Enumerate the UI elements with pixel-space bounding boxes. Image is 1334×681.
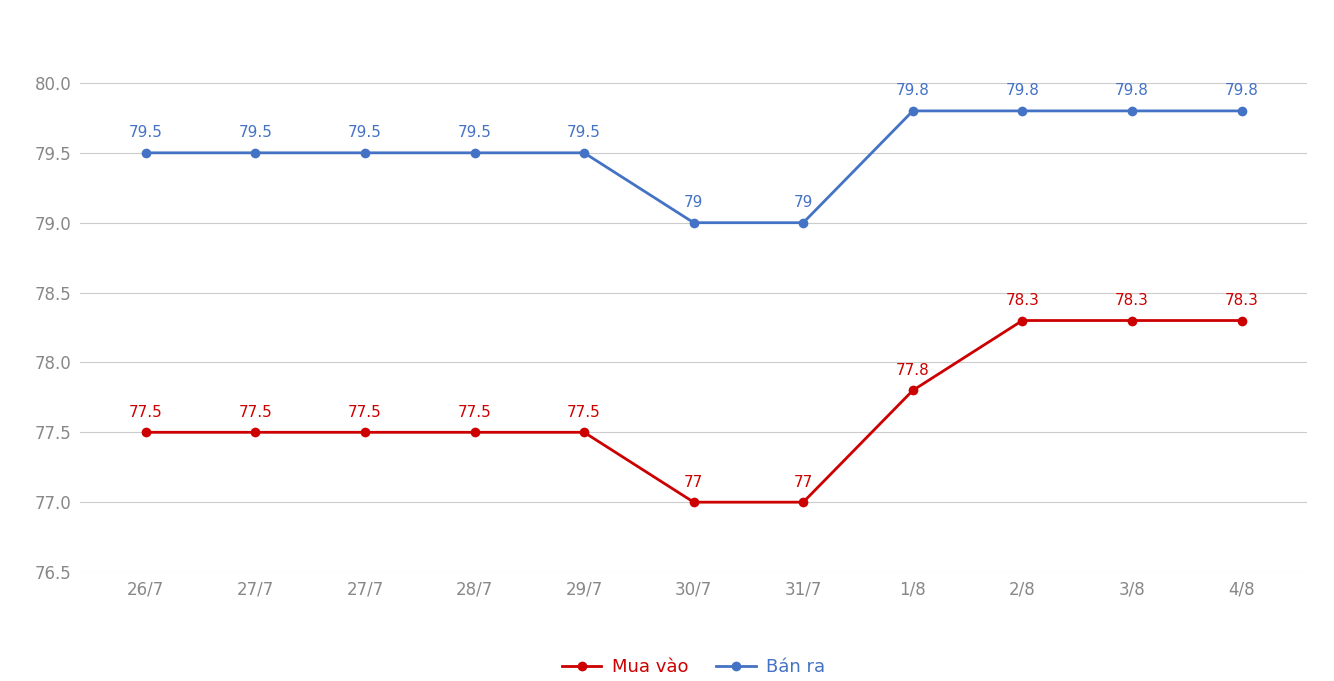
Text: 79: 79 <box>794 195 812 210</box>
Text: 77.5: 77.5 <box>567 405 602 419</box>
Text: 77.5: 77.5 <box>239 405 272 419</box>
Text: 79.5: 79.5 <box>129 125 163 140</box>
Text: 79.5: 79.5 <box>239 125 272 140</box>
Text: 79: 79 <box>684 195 703 210</box>
Text: 77.5: 77.5 <box>458 405 491 419</box>
Legend: Mua vào, Bán ra: Mua vào, Bán ra <box>555 651 832 681</box>
Text: 77.5: 77.5 <box>129 405 163 419</box>
Text: 79.5: 79.5 <box>567 125 602 140</box>
Text: 79.8: 79.8 <box>1225 83 1258 99</box>
Text: 79.5: 79.5 <box>458 125 491 140</box>
Text: 78.3: 78.3 <box>1225 293 1258 308</box>
Text: 77.5: 77.5 <box>348 405 382 419</box>
Text: 79.8: 79.8 <box>896 83 930 99</box>
Text: 77: 77 <box>794 475 812 490</box>
Text: 78.3: 78.3 <box>1006 293 1039 308</box>
Text: 77.8: 77.8 <box>896 363 930 378</box>
Text: 79.8: 79.8 <box>1115 83 1149 99</box>
Text: 78.3: 78.3 <box>1115 293 1149 308</box>
Text: 79.8: 79.8 <box>1006 83 1039 99</box>
Text: 77: 77 <box>684 475 703 490</box>
Text: 79.5: 79.5 <box>348 125 382 140</box>
